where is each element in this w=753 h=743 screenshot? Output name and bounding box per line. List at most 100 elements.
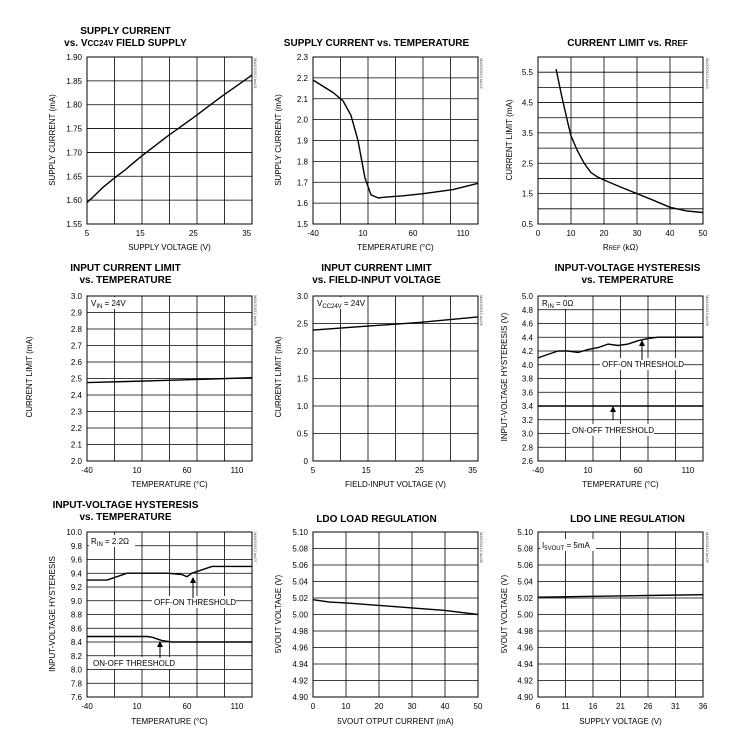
plot-svg: -40 10 60 110 5.0 4.8 4.6 4.4 4.2 4.0 3.8 3.6 3.4 3.2… [522, 292, 704, 475]
x-tick-label: 30 [408, 702, 417, 711]
y-tick-label: 9.4 [71, 569, 83, 578]
y-tick-label: 8.6 [71, 624, 83, 633]
y-axis-label: CURRENT LIMIT (mA) [505, 99, 514, 181]
x-tick-label: 21 [616, 702, 625, 711]
on-off-threshold-label-bg [570, 424, 654, 436]
y-tick-label: 2.3 [297, 53, 309, 62]
plot-svg: 5 15 25 35 3.0 2.5 2.0 1.5 1.0 0.5 0 VCC24V = 24V [297, 292, 479, 475]
y-tick-label: 3.0 [71, 292, 83, 301]
y-tick-label: 1.70 [66, 148, 82, 157]
annotation-arrow-head [157, 641, 163, 647]
y-tick-label: 5.10 [517, 528, 533, 537]
y-tick-label: 2.6 [522, 457, 534, 466]
y-tick-label: 2.0 [297, 347, 309, 356]
y-tick-label: 2.8 [522, 443, 534, 452]
plot-svg: -40 10 60 110 2.3 2.2 2.1 2.0 1.9 1.8 1.7 1.6 1.5 [297, 53, 479, 238]
x-tick-label: 20 [375, 702, 384, 711]
chart-title: CURRENT LIMIT vs. RREF [567, 38, 688, 49]
y-tick-label: 0.5 [522, 220, 534, 229]
condition-label: RIN = 0Ω [542, 299, 573, 310]
x-axis-label: SUPPLY VOLTAGE (V) [579, 717, 662, 726]
x-tick-label: 10 [342, 702, 351, 711]
x-axis-label: TEMPERATURE (°C) [357, 243, 434, 252]
x-tick-label: 60 [634, 466, 643, 475]
chart-title: INPUT CURRENT LIMIT vs. TEMPERATURE [70, 263, 181, 286]
y-tick-label: 2.5 [71, 375, 83, 384]
y-tick-label: 1.9 [297, 137, 309, 146]
annotation-arrow-head [639, 340, 645, 346]
plot-frame [86, 56, 253, 225]
series-line-1 [537, 336, 703, 359]
series-line-2 [87, 635, 252, 643]
y-tick-label: 5.08 [517, 545, 533, 554]
x-tick-label: 5 [85, 229, 90, 238]
y-tick-label: 8.2 [71, 652, 83, 661]
x-tick-label: 0 [536, 229, 541, 238]
y-tick-label: 1.0 [297, 402, 309, 411]
chart-title: SUPPLY CURRENT vs. VCC24V FIELD SUPPLY [64, 26, 187, 49]
x-tick-label: 40 [441, 702, 450, 711]
condition-label: RIN = 2.2Ω [91, 537, 129, 548]
y-tick-label: 2.8 [71, 325, 83, 334]
y-tick-label: 4.92 [292, 677, 308, 686]
chart-title: INPUT-VOLTAGE HYSTERESIS vs. TEMPERATURE [554, 263, 701, 286]
annotation-arrow-head [610, 406, 616, 412]
y-tick-label: 3.0 [522, 430, 534, 439]
y-tick-label: 1.5 [297, 375, 309, 384]
x-tick-label: 26 [644, 702, 653, 711]
x-tick-label: 50 [699, 229, 708, 238]
y-tick-label: 3.8 [522, 375, 534, 384]
y-tick-label: 2.9 [71, 309, 83, 318]
series-line-1 [312, 316, 479, 331]
condition-label: VIN = 24V [91, 299, 126, 310]
x-tick-label: 110 [231, 466, 244, 475]
plot-frame [86, 295, 253, 462]
x-axis-label: TEMPERATURE (°C) [582, 480, 659, 489]
y-axis-label: CURRENT LIMIT (mA) [274, 336, 283, 418]
condition-label-bg [89, 535, 135, 547]
condition-label: I5VOUT = 5mA [542, 541, 590, 552]
x-tick-label: 36 [699, 702, 708, 711]
series-line-1 [312, 599, 479, 616]
y-axis-label: 5VOUT VOLTAGE (V) [274, 574, 283, 654]
y-tick-label: 5.02 [517, 594, 533, 603]
y-tick-label: 5.0 [522, 292, 534, 301]
plot-frame [86, 531, 253, 698]
x-tick-label: 60 [183, 466, 192, 475]
x-tick-label: 6 [536, 702, 541, 711]
x-tick-label: 15 [362, 466, 371, 475]
y-tick-label: 1.7 [297, 178, 309, 187]
series-line-1 [537, 594, 704, 598]
plot-frame [537, 295, 704, 462]
x-tick-label: 20 [600, 229, 609, 238]
y-tick-label: 5.00 [517, 611, 533, 620]
condition-label: VCC24V = 24V [317, 299, 366, 310]
x-tick-label: -40 [81, 702, 93, 711]
y-tick-label: 4.5 [522, 99, 534, 108]
y-tick-label: 2.2 [71, 424, 83, 433]
condition-label-bg [89, 297, 131, 309]
chart-input-current-limit-vs-temperature: INPUT CURRENT LIMIT vs. TEMPERATURE -40 10… [0, 250, 258, 495]
chart-supply-current-vs-vcc24v: SUPPLY CURRENT vs. VCC24V FIELD SUPPLY 5 1… [0, 0, 258, 252]
y-axis-label: INPUT-VOLTAGE HYSTERESIS (V) [500, 312, 509, 442]
plot-frame [537, 531, 704, 698]
y-tick-label: 5.06 [517, 561, 533, 570]
y-tick-label: 4.4 [522, 333, 534, 342]
y-tick-label: 5.10 [292, 528, 308, 537]
y-tick-label: 1.60 [66, 196, 82, 205]
y-tick-label: 1.75 [66, 125, 82, 134]
figure-id: MAX31912 toc05 [479, 295, 484, 326]
chart-current-limit-vs-rref: CURRENT LIMIT vs. RREF 0 10 20 30 40 50 5.5 4.5… [502, 0, 753, 252]
chart-title: INPUT-VOLTAGE HYSTERESIS vs. TEMPERATURE [52, 500, 199, 523]
y-tick-label: 9.0 [71, 597, 83, 606]
x-tick-label: 15 [136, 229, 145, 238]
y-tick-label: 3.0 [297, 292, 309, 301]
x-axis-label: SUPPLY VOLTAGE (V) [128, 243, 211, 252]
x-tick-label: 10 [567, 229, 576, 238]
x-axis-label: FIELD-INPUT VOLTAGE (V) [345, 480, 446, 489]
y-tick-label: 4.96 [292, 644, 308, 653]
x-tick-label: 35 [468, 466, 477, 475]
x-tick-label: 25 [189, 229, 198, 238]
chart-ldo-load-regulation: LDO LOAD REGULATION 0 10 20 30 40 50 5.10 5.08 5… [251, 497, 502, 742]
